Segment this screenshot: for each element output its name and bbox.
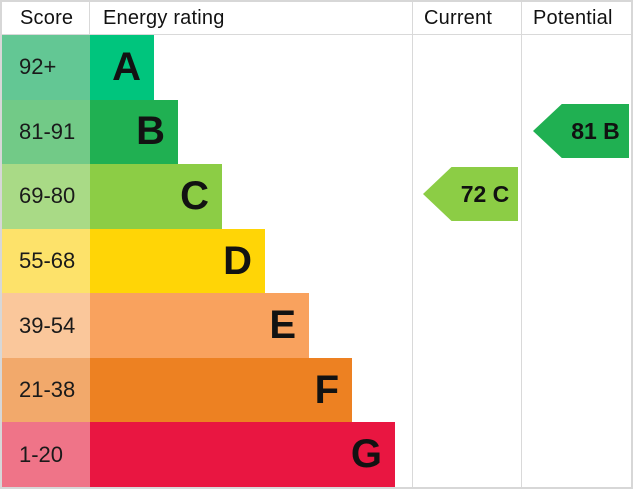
score-range-a: 92+ (2, 35, 90, 100)
band-row-a: 92+ A (2, 35, 412, 100)
band-row-b: 81-91 B (2, 99, 412, 165)
band-row-f: 21-38 F (2, 357, 412, 423)
score-range-d: 55-68 (2, 228, 90, 294)
rating-bar-a: A (90, 35, 154, 100)
energy-rating-header-label: Energy rating (103, 7, 225, 29)
score-range-c: 69-80 (2, 164, 90, 229)
score-range-b: 81-91 (2, 99, 90, 165)
score-range-e: 39-54 (2, 293, 90, 358)
rating-bar-c: C (90, 164, 222, 229)
rating-bar-e: E (90, 293, 309, 358)
rating-bar-g: G (90, 422, 395, 487)
current-rating-arrow: 72 C (423, 167, 518, 221)
current-column-divider (412, 2, 413, 487)
band-row-d: 55-68 D (2, 228, 412, 294)
rating-bar-d: D (90, 228, 265, 294)
potential-rating-arrow: 81 B (533, 104, 629, 158)
band-row-e: 39-54 E (2, 293, 412, 358)
band-row-g: 1-20 G (2, 422, 412, 487)
rating-bar-b: B (90, 99, 178, 165)
potential-column-divider (521, 2, 522, 487)
score-header-label: Score (20, 7, 74, 29)
potential-header-label: Potential (533, 7, 613, 29)
score-range-f: 21-38 (2, 357, 90, 423)
current-header-label: Current (424, 7, 493, 29)
band-row-c: 69-80 C (2, 164, 412, 229)
chart-header: Score Energy rating Current Potential (2, 2, 631, 35)
rating-bar-f: F (90, 357, 352, 423)
rating-rows: 92+ A 81-91 B 69-80 C 55-68 D 39-54 E 21… (2, 35, 412, 487)
score-range-g: 1-20 (2, 422, 90, 487)
score-column-divider (89, 2, 90, 35)
